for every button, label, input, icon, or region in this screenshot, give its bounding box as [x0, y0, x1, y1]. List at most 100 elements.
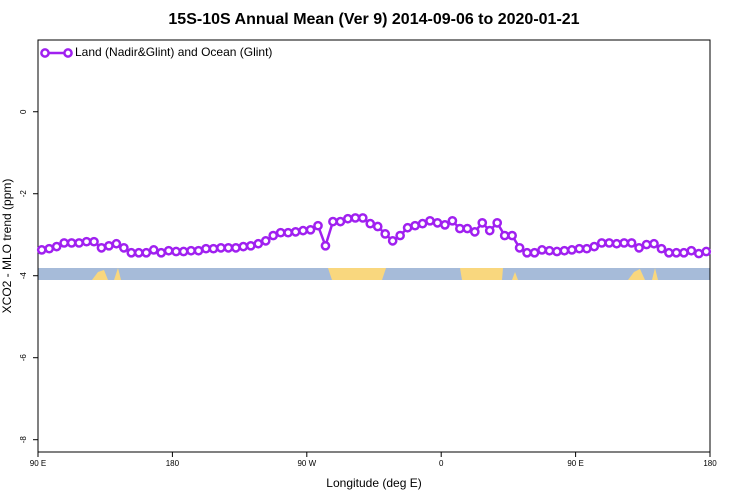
land-band — [512, 272, 518, 280]
point — [529, 247, 540, 258]
point — [387, 236, 398, 246]
y-tick-label: -8 — [19, 436, 28, 444]
legend-marker — [40, 48, 50, 58]
point — [559, 245, 570, 256]
x-tick-label: 0 — [439, 459, 444, 468]
point — [141, 247, 152, 258]
land-ocean-band — [38, 268, 710, 280]
point — [440, 220, 450, 230]
point — [581, 243, 592, 254]
point — [365, 218, 376, 229]
point — [290, 227, 301, 237]
y-tick-label: -6 — [19, 354, 28, 362]
point — [119, 242, 129, 253]
point — [507, 230, 517, 241]
point — [320, 240, 331, 251]
point — [686, 245, 697, 256]
land-band — [652, 268, 658, 280]
point — [641, 239, 652, 250]
point — [410, 220, 420, 231]
point — [51, 241, 62, 252]
point — [208, 243, 219, 254]
x-tick-label: 180 — [703, 459, 717, 468]
point — [372, 221, 383, 232]
point — [619, 238, 629, 248]
point — [66, 238, 77, 248]
point — [380, 229, 391, 239]
point — [484, 225, 495, 236]
point — [193, 245, 204, 256]
point — [462, 223, 473, 234]
point — [133, 247, 144, 258]
point — [492, 217, 503, 228]
point — [253, 238, 264, 249]
point — [402, 222, 413, 233]
land-band — [92, 270, 108, 280]
point — [574, 243, 585, 254]
point — [305, 224, 316, 235]
x-axis-label: Longitude (deg E) — [326, 476, 421, 490]
point — [171, 246, 181, 257]
land-band — [628, 269, 645, 280]
point — [275, 227, 286, 238]
point — [223, 242, 234, 253]
x-tick-label: 180 — [166, 459, 180, 468]
point — [552, 246, 562, 257]
point — [231, 242, 241, 253]
point — [178, 246, 189, 257]
y-tick-label: -4 — [19, 272, 28, 280]
point — [238, 241, 249, 252]
x-tick-label: 90 W — [297, 459, 316, 468]
point — [156, 247, 167, 258]
point — [701, 246, 712, 257]
point — [455, 223, 465, 234]
point — [567, 245, 577, 255]
y-tick-label: 0 — [19, 109, 28, 114]
point — [260, 236, 271, 246]
point — [432, 217, 443, 228]
point — [671, 247, 682, 258]
point — [604, 238, 615, 248]
point — [514, 242, 525, 253]
point — [693, 248, 704, 259]
point — [163, 245, 174, 256]
point — [59, 238, 69, 248]
point — [544, 245, 555, 256]
point — [447, 215, 458, 226]
point — [44, 243, 55, 254]
point — [656, 243, 667, 254]
point — [245, 240, 256, 251]
chart-title: 15S-10S Annual Mean (Ver 9) 2014-09-06 t… — [168, 11, 579, 28]
point — [679, 247, 689, 258]
plot-frame — [37, 39, 711, 453]
point — [626, 238, 637, 248]
point — [104, 240, 114, 251]
point — [664, 247, 674, 258]
point — [111, 238, 122, 249]
point — [216, 242, 226, 253]
y-axis-label: XCO2 - MLO trend (ppm) — [0, 179, 14, 314]
point — [589, 241, 600, 252]
x-tick-label: 90 E — [30, 459, 46, 468]
land-band — [460, 268, 503, 280]
point — [268, 230, 279, 241]
legend-marker — [63, 48, 73, 58]
y-tick-label: -2 — [19, 190, 28, 198]
point — [328, 216, 338, 227]
point — [335, 216, 346, 227]
point — [186, 245, 196, 256]
point — [148, 245, 159, 255]
point — [89, 236, 99, 247]
point — [611, 238, 622, 249]
point — [417, 218, 428, 229]
point — [343, 213, 353, 224]
point — [469, 227, 480, 237]
point — [634, 242, 644, 253]
point — [36, 245, 47, 255]
point — [74, 238, 84, 248]
legend-label: Land (Nadir&Glint) and Ocean (Glint) — [75, 45, 272, 59]
x-tick-label: 90 E — [567, 459, 583, 468]
point — [126, 247, 137, 258]
